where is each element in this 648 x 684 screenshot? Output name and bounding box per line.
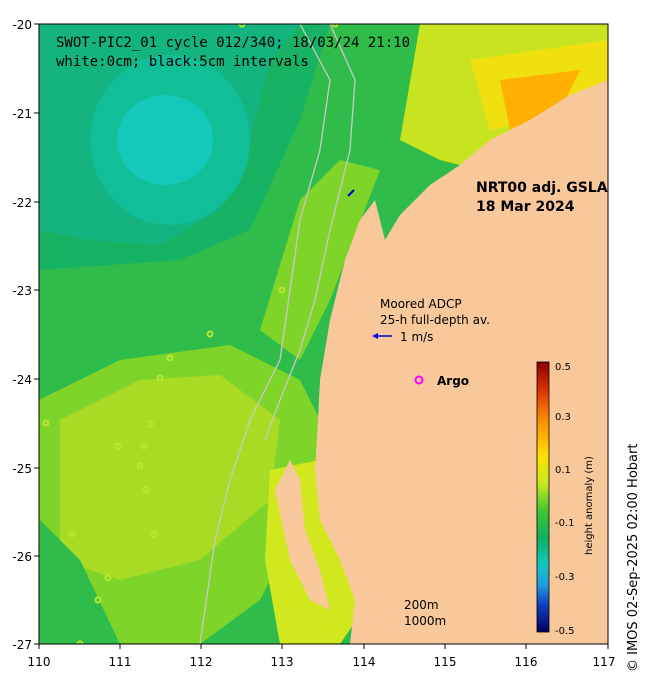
colorbar-tick: -0.5 — [555, 626, 575, 637]
x-tick-label: 114 — [353, 655, 376, 669]
x-tick-label: 117 — [593, 655, 616, 669]
map-title-line2: white:0cm; black:5cm intervals — [56, 54, 309, 70]
sla-contour — [39, 520, 120, 644]
y-tick-label: -20 — [12, 18, 32, 32]
arrow-head-icon — [372, 333, 378, 339]
plot-frame — [38, 23, 609, 645]
land-peninsula — [275, 460, 330, 610]
y-tick-label: -26 — [12, 550, 32, 564]
y-tick-label: -21 — [12, 107, 32, 121]
colorbar-tick: 0.3 — [555, 412, 571, 423]
credit-text: © IMOS 02-Sep-2025 02:00 Hobart — [626, 444, 641, 672]
x-tick-label: 116 — [515, 655, 538, 669]
colorbar-tick: -0.1 — [555, 518, 575, 529]
isobath-legend-1000: 1000m — [404, 614, 446, 628]
x-tick-label: 111 — [109, 655, 132, 669]
map-plot-area — [39, 24, 608, 644]
colorbar-tick: 0.5 — [555, 362, 571, 373]
y-tick-label: -22 — [12, 196, 32, 210]
land-australia — [315, 24, 608, 644]
y-tick-label: -23 — [12, 284, 32, 298]
argo-marker-icon — [414, 375, 424, 385]
x-tick-label: 113 — [271, 655, 294, 669]
land-peninsula — [340, 520, 380, 600]
sla-contour-high — [260, 160, 380, 360]
adcp-vector — [347, 189, 355, 197]
isobath-200m — [264, 24, 356, 441]
sla-contour-high — [60, 375, 280, 580]
colorbar — [536, 361, 550, 633]
adcp-legend-title: Moored ADCP — [380, 297, 462, 311]
axis-ticks — [34, 23, 609, 649]
colorbar-tick: 0.1 — [555, 465, 571, 476]
scale-vector-label: 1 m/s — [400, 330, 433, 344]
isobath-1000m — [199, 24, 331, 644]
eddy-core — [117, 95, 213, 185]
argo-legend-label: Argo — [437, 374, 469, 388]
y-tick-label: -24 — [12, 373, 32, 387]
x-tick-label: 115 — [434, 655, 457, 669]
y-tick-label: -27 — [12, 638, 32, 652]
y-tick-label: -25 — [12, 462, 32, 476]
adcp-legend-subtitle: 25-h full-depth av. — [380, 313, 490, 327]
sla-contour-high — [500, 70, 580, 130]
colorbar-tick: -0.3 — [555, 572, 575, 583]
x-tick-label: 112 — [190, 655, 213, 669]
map-title-line1: SWOT-PIC2_01 cycle 012/340; 18/03/24 21:… — [56, 35, 410, 51]
argo-floats — [42, 24, 339, 644]
isobath-legend-200: 200m — [404, 598, 439, 612]
product-name: NRT00 adj. GSLA — [476, 180, 608, 196]
x-tick-label: 110 — [28, 655, 51, 669]
product-date: 18 Mar 2024 — [476, 199, 575, 215]
colorbar-label: height anomaly (m) — [584, 456, 595, 555]
